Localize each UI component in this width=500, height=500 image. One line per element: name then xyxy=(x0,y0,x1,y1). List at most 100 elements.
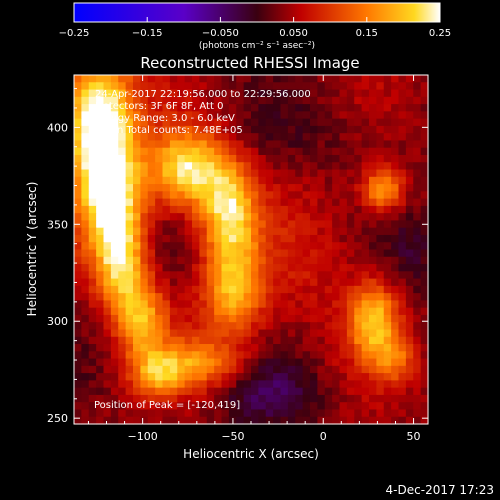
heatmap-cell xyxy=(96,380,105,389)
heatmap-cell xyxy=(243,162,252,171)
heatmap-cell xyxy=(140,147,149,156)
heatmap-cell xyxy=(302,213,311,222)
annotation-block: 24-Apr-2017 22:19:56.000 to 22:29:56.000… xyxy=(95,89,311,136)
heatmap-cell xyxy=(155,365,164,374)
heatmap-cell xyxy=(147,75,156,83)
heatmap-cell xyxy=(110,307,119,316)
heatmap-cell xyxy=(74,278,82,287)
heatmap-cell xyxy=(317,329,326,338)
heatmap-cell xyxy=(369,293,377,301)
heatmap-cell xyxy=(420,234,429,243)
heatmap-cell xyxy=(398,409,407,418)
heatmap-cell xyxy=(317,89,326,98)
heatmap-cell xyxy=(221,169,230,178)
heatmap-cell xyxy=(147,191,156,200)
heatmap-cell xyxy=(361,351,370,360)
heatmap-cell xyxy=(361,365,370,374)
heatmap-cell xyxy=(287,300,296,309)
heatmap-cell xyxy=(391,96,400,105)
heatmap-cell xyxy=(88,118,97,127)
heatmap-cell xyxy=(236,293,245,301)
heatmap-cell xyxy=(295,169,304,178)
heatmap-cell xyxy=(199,394,208,403)
heatmap-cell xyxy=(295,125,304,134)
heatmap-cell xyxy=(398,271,407,280)
heatmap-cell xyxy=(339,227,348,236)
heatmap-cell xyxy=(324,322,333,331)
heatmap-cell xyxy=(324,184,333,192)
heatmap-cell xyxy=(398,344,407,352)
heatmap-cell xyxy=(214,82,223,91)
heatmap-cell xyxy=(133,104,141,112)
heatmap-cell xyxy=(88,133,97,142)
heatmap-cell xyxy=(192,242,200,251)
heatmap-cell xyxy=(133,220,141,229)
heatmap-cell xyxy=(133,314,141,323)
heatmap-cell xyxy=(199,118,208,127)
heatmap-cell xyxy=(273,205,282,214)
heatmap-cell xyxy=(420,307,429,316)
heatmap-cell xyxy=(110,365,119,374)
heatmap-cell xyxy=(81,162,90,171)
heatmap-cell xyxy=(221,409,230,418)
heatmap-cell xyxy=(118,264,127,272)
heatmap-cell xyxy=(110,133,119,142)
heatmap-cell xyxy=(302,191,311,200)
heatmap-cell xyxy=(140,96,149,105)
heatmap-cell xyxy=(140,82,149,91)
heatmap-cell xyxy=(361,264,370,272)
heatmap-cell xyxy=(110,104,119,112)
heatmap-cell xyxy=(405,96,414,105)
heatmap-cell xyxy=(206,242,215,251)
heatmap-cell xyxy=(74,314,82,323)
heatmap-cell xyxy=(273,133,282,142)
heatmap-cell xyxy=(88,154,97,163)
heatmap-cell xyxy=(125,89,134,98)
heatmap-cell xyxy=(221,322,230,331)
x-axis: −100 −50 0 50 xyxy=(87,75,421,443)
heatmap-cell xyxy=(302,111,311,120)
heatmap-cell xyxy=(354,380,363,389)
heatmap-cell xyxy=(405,278,414,287)
heatmap-cell xyxy=(133,82,141,91)
heatmap-cell xyxy=(280,416,289,425)
heatmap-cell xyxy=(125,191,134,200)
heatmap-cell xyxy=(376,125,385,134)
heatmap-cell xyxy=(251,271,259,280)
heatmap-cell xyxy=(133,147,141,156)
heatmap-cell xyxy=(376,162,385,171)
heatmap-cell xyxy=(405,147,414,156)
heatmap-cell xyxy=(214,184,223,192)
heatmap-cell xyxy=(221,271,230,280)
heatmap-cell xyxy=(265,169,274,178)
heatmap-cell xyxy=(133,213,141,222)
heatmap-cell xyxy=(361,380,370,389)
heatmap-cell xyxy=(251,111,259,120)
heatmap-cell xyxy=(88,416,97,425)
heatmap-cell xyxy=(310,329,318,338)
heatmap-cell xyxy=(74,227,82,236)
heatmap-cell xyxy=(251,307,259,316)
heatmap-cell xyxy=(169,104,178,112)
heatmap-cell xyxy=(221,82,230,91)
heatmap-cell xyxy=(354,336,363,345)
heatmap-cell xyxy=(369,242,377,251)
heatmap-cell xyxy=(236,416,245,425)
heatmap-cell xyxy=(184,336,193,345)
heatmap-cell xyxy=(118,373,127,381)
heatmap-cell xyxy=(332,387,341,396)
heatmap-cell xyxy=(332,402,341,411)
heatmap-cell xyxy=(96,191,105,200)
heatmap-cell xyxy=(96,205,105,214)
heatmap-cell xyxy=(273,402,282,411)
heatmap-cell xyxy=(243,125,252,134)
heatmap-cell xyxy=(236,242,245,251)
heatmap-cell xyxy=(88,176,97,185)
heatmap-cell xyxy=(346,264,355,272)
heatmap-cell xyxy=(346,387,355,396)
heatmap-cell xyxy=(199,75,208,83)
heatmap-cell xyxy=(405,176,414,185)
heatmap-cell xyxy=(228,125,237,134)
heatmap-cell xyxy=(184,409,193,418)
heatmap-cell xyxy=(125,162,134,171)
